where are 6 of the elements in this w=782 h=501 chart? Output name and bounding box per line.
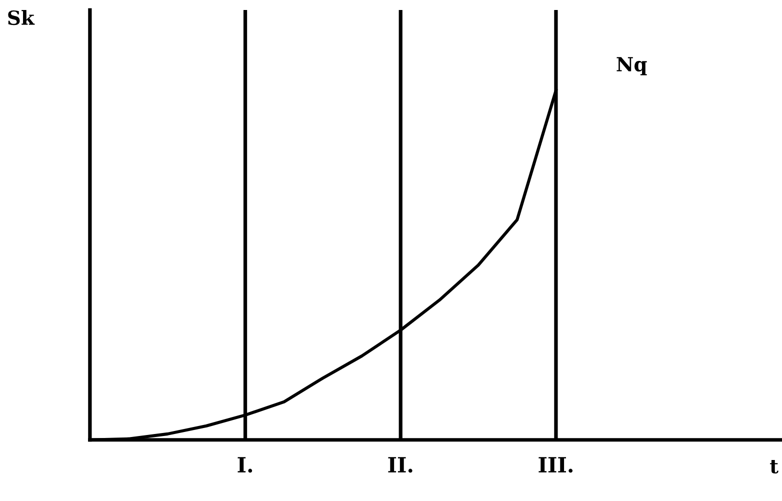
x-tick-label: II.: [388, 457, 412, 473]
text: t: [770, 460, 778, 474]
text: Nq: [616, 57, 647, 76]
x-tick-label: III.: [538, 457, 573, 473]
x-tick-label: I.: [238, 457, 252, 473]
y-axis-title: Sk: [8, 10, 35, 26]
